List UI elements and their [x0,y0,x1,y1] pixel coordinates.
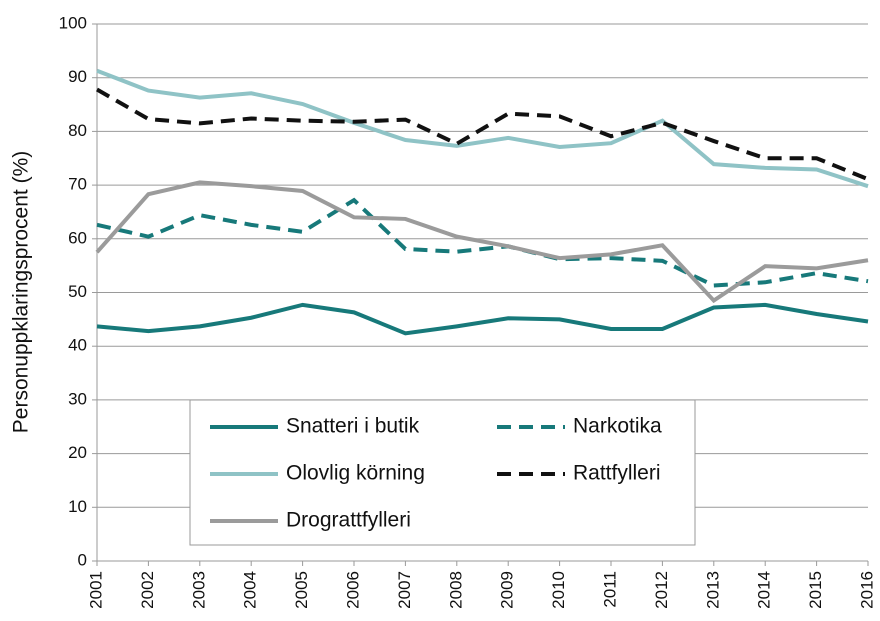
y-tick-label: 0 [78,550,87,569]
x-tick-label: 2015 [806,571,825,609]
legend-label: Narkotika [573,415,662,438]
x-tick-label: 2004 [241,571,260,609]
y-tick-label: 70 [68,175,87,194]
series-line [96,87,869,182]
y-tick-label: 30 [68,389,87,408]
x-tick-label: 2009 [498,571,517,609]
x-tick-label: 2008 [446,571,465,609]
x-tick-label: 2013 [703,571,722,609]
x-tick-label: 2007 [395,571,414,609]
y-tick-label: 80 [68,121,87,140]
x-tick-label: 2002 [138,571,157,609]
legend-label: Drograttfylleri [286,509,411,532]
x-tick-label: 2011 [600,571,619,608]
y-tick-label: 40 [68,336,87,355]
series-line [96,68,869,189]
x-tick-label: 2001 [86,571,105,609]
y-tick-label: 50 [68,282,87,301]
x-tick-label: 2005 [292,571,311,609]
x-tick-label: 2006 [343,571,362,609]
y-tick-label: 100 [59,13,87,32]
x-tick-label: 2016 [857,571,876,609]
legend-label: Rattfylleri [573,462,661,485]
series-line [95,180,869,304]
legend: Snatteri i butik Narkotika Olovlig körning… [189,399,696,546]
y-tick-label: 20 [68,443,87,462]
y-axis-label: Personuppklaringsprocent (%) [10,151,33,433]
x-tick-label: 2010 [549,571,568,609]
y-tick-label: 90 [68,67,87,86]
x-tick-label: 2003 [189,571,208,609]
legend-label: Snatteri i butik [286,415,420,438]
x-tick-label: 2014 [755,571,774,609]
x-tick-label: 2012 [652,571,671,609]
y-tick-label: 60 [68,228,87,247]
legend-label: Olovlig körning [286,462,425,485]
y-tick-label: 10 [68,497,87,516]
series-line [96,302,869,336]
